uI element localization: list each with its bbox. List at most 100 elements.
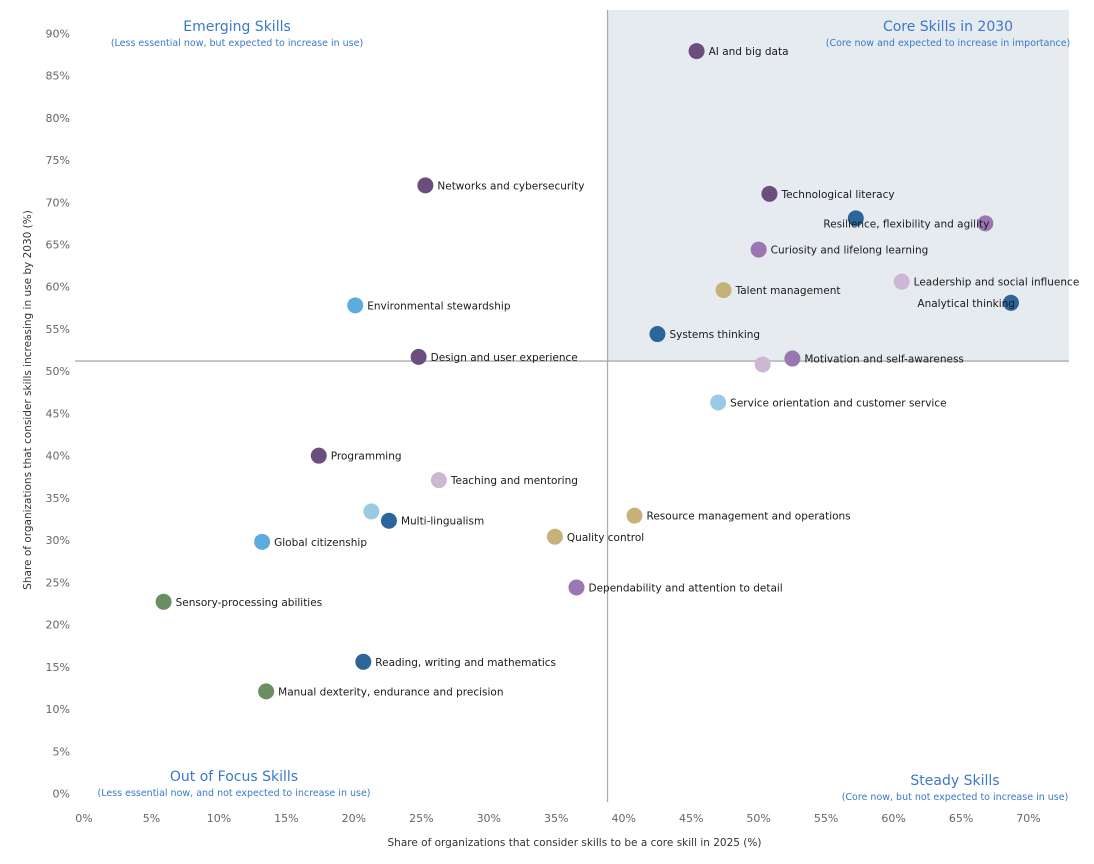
y-tick-label: 50%: [46, 365, 70, 378]
x-tick-label: 0%: [75, 812, 92, 825]
quadrant-subtitle-emerging-skills: (Less essential now, but expected to inc…: [111, 38, 363, 49]
data-point: [430, 472, 447, 489]
quadrant-title-core-skills-in-2030: Core Skills in 2030: [883, 19, 1013, 35]
x-tick-label: 70%: [1016, 812, 1040, 825]
y-axis-title: Share of organizations that consider ski…: [22, 210, 34, 590]
data-point: [784, 350, 801, 367]
data-point: [347, 297, 364, 314]
data-point: [626, 507, 643, 524]
x-tick-label: 25%: [409, 812, 433, 825]
data-point-label: Service orientation and customer service: [730, 397, 946, 409]
data-point: [355, 653, 372, 670]
data-point-label: Teaching and mentoring: [450, 475, 578, 487]
y-tick-label: 60%: [46, 281, 70, 294]
y-tick-label: 10%: [46, 703, 70, 716]
quadrant-background-layer: [607, 10, 1069, 362]
quadrant-title-steady-skills: Steady Skills: [910, 773, 999, 789]
data-point-label: Talent management: [735, 285, 841, 297]
data-point-label: Motivation and self-awareness: [804, 354, 964, 366]
y-tick-label: 55%: [46, 323, 70, 336]
data-point-label: Design and user experience: [431, 352, 578, 364]
data-point-label: Systems thinking: [669, 329, 760, 341]
data-point: [380, 512, 397, 529]
quadrant-title-out-of-focus-skills: Out of Focus Skills: [170, 769, 298, 785]
data-label-layer: AI and big data Networks and cybersecurit…: [176, 46, 1080, 698]
data-point: [310, 447, 327, 464]
data-point: [258, 683, 275, 700]
data-point-label: Sensory-processing abilities: [176, 597, 323, 609]
data-point: [977, 215, 994, 232]
data-point: [710, 394, 727, 411]
x-tick-label: 60%: [881, 812, 905, 825]
divider-layer: [75, 10, 1069, 802]
data-point-label: AI and big data: [709, 46, 789, 58]
y-tick-label: 5%: [53, 745, 70, 758]
data-point: [754, 356, 771, 373]
y-tick-label: 0%: [53, 788, 70, 801]
y-tick-label: 70%: [46, 196, 70, 209]
y-tick-label: 45%: [46, 407, 70, 420]
quadrant-label-layer: Emerging Skills (Less essential now, but …: [98, 19, 1071, 803]
data-point-label: Leadership and social influence: [914, 277, 1080, 289]
data-point-label: Analytical thinking: [917, 298, 1015, 310]
y-tick-label: 65%: [46, 239, 70, 252]
data-point: [649, 326, 666, 343]
quadrant-subtitle-steady-skills: (Core now, but not expected to increase …: [842, 792, 1069, 803]
data-point-layer: [155, 43, 1019, 700]
y-tick-label: 20%: [46, 619, 70, 632]
y-tick-label: 90%: [46, 27, 70, 40]
x-tick-label: 20%: [342, 812, 366, 825]
x-tick-label: 15%: [274, 812, 298, 825]
data-point-label: Programming: [331, 451, 402, 463]
y-tick-label: 35%: [46, 492, 70, 505]
data-point-label: Curiosity and lifelong learning: [771, 245, 929, 257]
x-tick-label: 40%: [611, 812, 635, 825]
data-point: [546, 528, 563, 545]
quadrant-subtitle-core-skills-in-2030: (Core now and expected to increase in im…: [826, 38, 1071, 49]
data-point: [254, 533, 271, 550]
y-tick-label: 75%: [46, 154, 70, 167]
data-point: [750, 241, 767, 258]
x-tick-label: 65%: [949, 812, 973, 825]
data-point: [1002, 294, 1019, 311]
data-point-label: Quality control: [567, 532, 644, 544]
x-tick-label: 30%: [477, 812, 501, 825]
data-point-label: Global citizenship: [274, 537, 367, 549]
data-point: [688, 43, 705, 60]
data-point-label: Resource management and operations: [647, 511, 851, 523]
data-point-label: Networks and cybersecurity: [437, 180, 584, 192]
data-point-label: Multi-lingualism: [401, 516, 484, 528]
quadrant-subtitle-out-of-focus-skills: (Less essential now, and not expected to…: [98, 788, 371, 799]
x-tick-label: 50%: [746, 812, 770, 825]
data-point: [363, 503, 380, 520]
data-point: [568, 579, 585, 596]
data-point-label: Resilience, flexibility and agility: [823, 218, 989, 230]
y-tick-label: 40%: [46, 450, 70, 463]
y-tick-label: 80%: [46, 112, 70, 125]
x-tick-label: 45%: [679, 812, 703, 825]
data-point: [410, 348, 427, 365]
data-point: [155, 593, 172, 610]
x-tick-label: 10%: [207, 812, 231, 825]
data-point-label: Manual dexterity, endurance and precisio…: [278, 686, 503, 698]
data-point: [847, 210, 864, 227]
data-point-label: Technological literacy: [780, 189, 894, 201]
data-point-label: Dependability and attention to detail: [589, 582, 783, 594]
y-tick-label: 85%: [46, 70, 70, 83]
axis-layer: 0% 5% 10% 15% 20% 25% 30% 35% 40% 45% 50% 55% 60% 65%…: [22, 27, 1041, 849]
x-axis-title: Share of organizations that consider ski…: [388, 837, 762, 849]
data-point: [715, 282, 732, 299]
x-tick-label: 5%: [143, 812, 160, 825]
data-point: [893, 273, 910, 290]
data-point-label: Environmental stewardship: [367, 300, 511, 312]
core-quadrant-highlight: [607, 10, 1069, 362]
data-point-label: Reading, writing and mathematics: [375, 657, 556, 669]
data-point: [761, 185, 778, 202]
y-tick-label: 30%: [46, 534, 70, 547]
quadrant-title-emerging-skills: Emerging Skills: [183, 19, 291, 35]
data-point: [417, 177, 434, 194]
y-tick-label: 25%: [46, 576, 70, 589]
y-tick-label: 15%: [46, 661, 70, 674]
x-tick-label: 35%: [544, 812, 568, 825]
